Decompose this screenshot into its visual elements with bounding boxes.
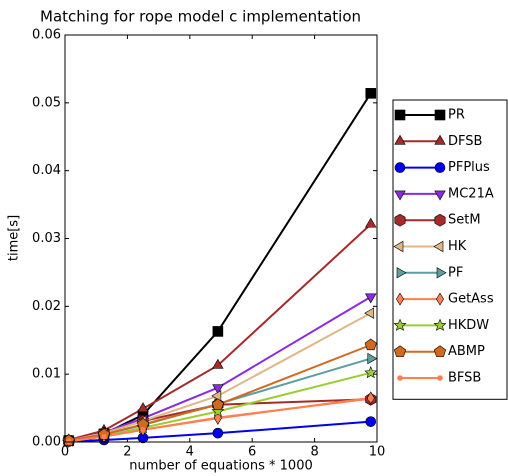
legend-marker	[394, 213, 406, 227]
legend-marker	[433, 318, 447, 331]
marker	[365, 416, 377, 427]
marker	[215, 414, 221, 421]
legend-marker	[396, 267, 407, 279]
y-tick-label: 0.01	[32, 367, 61, 382]
marker	[212, 358, 224, 369]
legend-marker	[436, 267, 447, 279]
legend-label: DFSB	[448, 134, 482, 149]
legend-marker	[433, 345, 447, 357]
legend-label: GetAss	[448, 292, 494, 307]
y-tick-label: 0.02	[32, 299, 61, 314]
x-tick-label: 8	[310, 445, 318, 460]
marker	[140, 426, 146, 433]
y-tick-label: 0.00	[32, 435, 61, 450]
y-tick-label: 0.04	[32, 163, 61, 178]
y-axis-label: time[s]	[7, 215, 22, 261]
legend-marker	[393, 345, 407, 357]
legend-marker	[394, 162, 406, 173]
x-tick-label: 0	[61, 445, 69, 460]
marker	[364, 338, 377, 351]
x-tick-label: 6	[248, 445, 256, 460]
legend-label: SetM	[448, 213, 481, 228]
legend-marker	[394, 109, 406, 121]
x-axis-label: number of equations * 1000	[129, 459, 313, 474]
marker	[137, 402, 149, 413]
legend-marker	[396, 292, 404, 306]
x-tick-label: 10	[369, 445, 386, 460]
marker	[212, 326, 224, 337]
legend-marker	[397, 375, 403, 381]
marker	[365, 88, 377, 99]
y-tick-label: 0.03	[32, 231, 61, 246]
legend-label: MC21A	[448, 186, 494, 201]
legend-label: HKDW	[448, 318, 489, 333]
marker	[101, 433, 107, 440]
marker	[364, 366, 378, 379]
y-tick-label: 0.06	[32, 28, 61, 43]
y-tick-label: 0.05	[32, 95, 61, 110]
legend-marker	[434, 109, 446, 121]
legend-marker	[436, 292, 444, 306]
legend-label: PF	[448, 265, 463, 280]
marker	[211, 404, 225, 417]
marker	[365, 217, 377, 228]
marker	[212, 384, 224, 395]
x-tick-label: 4	[186, 445, 194, 460]
legend-marker	[434, 162, 446, 173]
marker	[65, 438, 72, 445]
legend-marker	[434, 190, 446, 201]
legend-marker	[393, 318, 407, 331]
x-tick-label: 2	[123, 445, 131, 460]
marker	[212, 427, 224, 439]
marker	[211, 390, 222, 402]
marker	[364, 307, 375, 319]
marker	[211, 398, 224, 410]
legend-label: PFPlus	[448, 160, 490, 175]
legend-marker	[394, 134, 406, 145]
legend-marker	[433, 240, 444, 253]
legend-marker	[393, 240, 404, 253]
marker	[365, 293, 377, 304]
plot-frame	[64, 34, 378, 443]
legend-marker	[437, 375, 443, 381]
legend-box	[392, 99, 508, 400]
marker	[367, 352, 378, 365]
marker	[367, 395, 374, 402]
legend-label: HK	[448, 239, 467, 254]
legend-label: BFSB	[448, 371, 481, 386]
legend-marker	[434, 213, 446, 227]
legend-marker	[394, 190, 406, 201]
legend-marker	[434, 134, 446, 145]
legend-label: PR	[448, 108, 465, 123]
legend-label: ABMP	[448, 344, 485, 359]
chart-title: Matching for rope model c implementation	[40, 8, 361, 26]
